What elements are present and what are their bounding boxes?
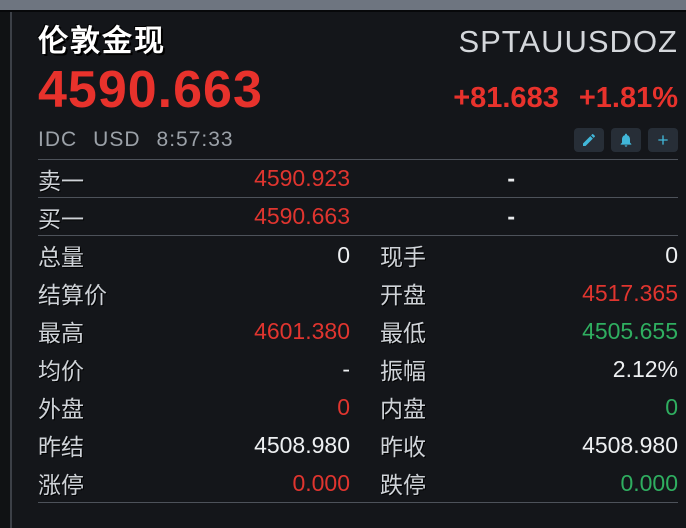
bid-quantity: - [507, 203, 515, 229]
quote-time: 8:57:33 [156, 127, 234, 151]
table-row: 涨停 0.000 跌停 0.000 [38, 464, 678, 502]
ask-row[interactable]: 卖一 4590.923 - [38, 160, 678, 198]
price-change: +81.683 [453, 82, 559, 114]
stat-value: 0.000 [620, 469, 678, 496]
stat-label: 外盘 [38, 396, 84, 422]
quote-info-row: IDC USD 8:57:33 [38, 120, 678, 160]
bid-label: 买一 [38, 205, 84, 232]
exchange-code: IDC [38, 127, 78, 151]
stat-value: 0 [337, 393, 350, 420]
ask-label: 卖一 [38, 167, 84, 194]
stat-value: 2.12% [612, 355, 678, 382]
table-row: 最高 4601.380 最低 4505.655 [38, 312, 678, 350]
alert-bell-icon[interactable] [611, 127, 641, 152]
quote-meta: IDC USD 8:57:33 [38, 128, 234, 152]
stats-table: 总量 0 现手 0 结算价 开盘 4517.365 最高 4601.380 最低… [38, 236, 678, 503]
stat-label: 现手 [380, 244, 426, 270]
price-row: 4590.663 +81.683 +1.81% [38, 60, 678, 120]
stat-value: 0 [665, 393, 678, 420]
stat-value: 4508.980 [582, 431, 678, 458]
currency-code: USD [93, 127, 141, 151]
stat-value: - [342, 355, 350, 382]
stat-value: 4505.655 [582, 317, 678, 344]
quote-toolbar [574, 127, 678, 152]
bid-row[interactable]: 买一 4590.663 - [38, 198, 678, 236]
stat-label: 最高 [38, 320, 84, 346]
table-row: 均价 - 振幅 2.12% [38, 350, 678, 388]
last-price: 4590.663 [38, 61, 263, 119]
price-change-group: +81.683 +1.81% [453, 78, 678, 118]
stat-label: 结算价 [38, 282, 107, 308]
stat-value: 0 [665, 241, 678, 268]
table-row: 总量 0 现手 0 [38, 236, 678, 274]
stat-value: 4601.380 [254, 317, 350, 344]
window-top-edge [0, 0, 686, 12]
stat-label: 总量 [38, 244, 84, 270]
stat-value: 0.000 [292, 469, 350, 496]
ask-quantity: - [507, 165, 515, 191]
ask-price: 4590.923 [254, 165, 350, 191]
symbol-header: 伦敦金现 SPTAUUSDOZ [38, 12, 678, 60]
symbol-ticker: SPTAUUSDOZ [458, 24, 678, 59]
stat-label: 振幅 [380, 358, 426, 384]
quote-panel: 伦敦金现 SPTAUUSDOZ 4590.663 +81.683 +1.81% … [12, 12, 686, 528]
add-plus-icon[interactable] [648, 127, 678, 152]
window-left-edge [0, 12, 12, 528]
stat-label: 涨停 [38, 472, 84, 498]
stat-value: 0 [337, 241, 350, 268]
table-row: 结算价 开盘 4517.365 [38, 274, 678, 312]
stat-label: 昨结 [38, 434, 84, 460]
stat-label: 跌停 [380, 472, 426, 498]
bid-price: 4590.663 [254, 203, 350, 229]
stat-label: 最低 [380, 320, 426, 346]
stat-label: 内盘 [380, 396, 426, 422]
table-row: 昨结 4508.980 昨收 4508.980 [38, 426, 678, 464]
edit-pencil-icon[interactable] [574, 127, 604, 152]
stat-label: 昨收 [380, 434, 426, 460]
symbol-name: 伦敦金现 [38, 25, 166, 58]
table-row: 外盘 0 内盘 0 [38, 388, 678, 426]
stat-label: 均价 [38, 358, 84, 384]
stat-value: 4508.980 [254, 431, 350, 458]
stat-value: 4517.365 [582, 279, 678, 306]
price-change-percent: +1.81% [578, 82, 678, 114]
stat-label: 开盘 [380, 282, 426, 308]
